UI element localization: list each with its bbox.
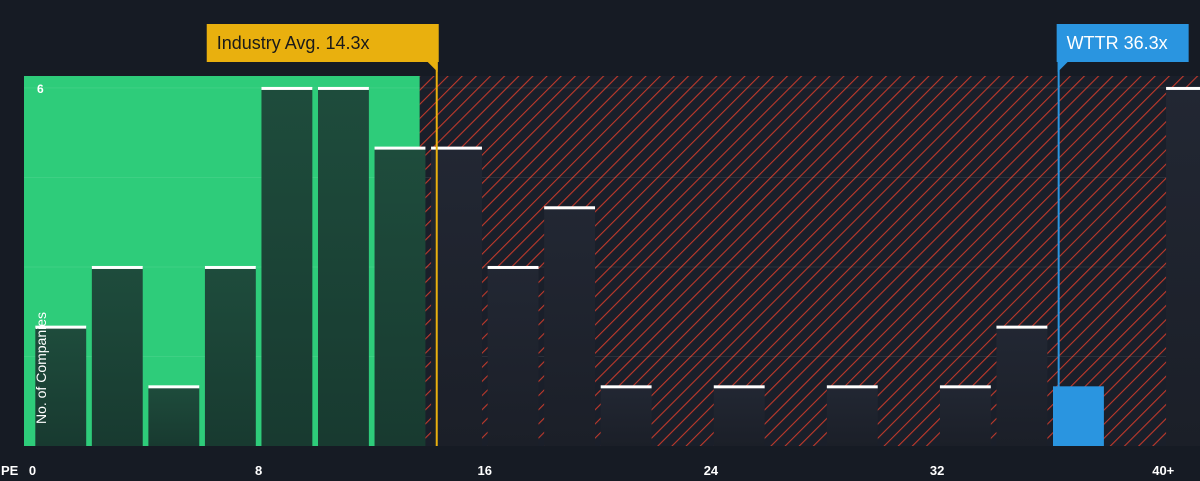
histogram-bar-cap-4 [261,86,313,90]
x-tick-label-40plus: 40+ [1152,463,1174,476]
histogram-bar-1 [91,266,143,446]
histogram-bar-16 [1166,87,1200,446]
histogram-bar-cap-5 [318,86,369,90]
histogram-bar-cap-13 [939,385,991,389]
histogram-bar-0 [35,326,87,446]
histogram-bar-cap-11 [713,385,765,389]
histogram-bar-cap-6 [374,146,426,150]
histogram-bar-3 [204,266,256,446]
histogram-bar-10 [600,386,652,446]
x-tick-label-0: 0 [29,463,36,476]
company-pe-label-pointer [1057,62,1068,72]
company-pe-label: WTTR 36.3x [1067,33,1168,53]
histogram-bar-6 [374,147,426,446]
histogram-bar-cap-9 [544,206,596,210]
x-tick-label-32: 32 [930,463,944,476]
histogram-bar-cap-0 [35,325,87,329]
y-tick-label-6: 6 [37,82,44,96]
histogram-bar-8 [487,266,539,446]
histogram-bar-15 [1053,386,1104,446]
histogram-bar-cap-8 [487,265,539,269]
y-axis-label: No. of Companies [33,312,49,424]
histogram-bar-9 [544,207,596,446]
x-axis-label: PE [1,463,19,476]
x-tick-label-8: 8 [255,463,262,476]
histogram-bar-cap-2 [148,385,200,389]
histogram-bar-14 [996,326,1048,446]
histogram-bar-cap-7 [431,146,482,150]
histogram-bar-11 [713,386,765,446]
histogram-bar-7 [431,147,482,446]
industry-avg-label: Industry Avg. 14.3x [217,33,370,53]
industry-avg-label-pointer [427,62,438,72]
histogram-bar-cap-12 [826,385,878,389]
industry-avg-label-bg [206,24,439,62]
histogram-bar-cap-3 [204,265,256,269]
x-tick-label-16: 16 [478,463,492,476]
histogram-bar-13 [939,386,991,446]
histogram-bar-5 [318,87,369,446]
histogram-bar-12 [826,386,878,446]
histogram-bar-4 [261,87,313,446]
histogram-bar-cap-14 [996,325,1048,329]
x-tick-label-24: 24 [704,463,719,476]
histogram-bar-cap-16 [1166,86,1200,90]
company-pe-label-bg [1056,24,1189,62]
histogram-bar-cap-10 [600,385,652,389]
histogram-bar-2 [148,386,200,446]
histogram-bar-cap-1 [91,265,143,269]
